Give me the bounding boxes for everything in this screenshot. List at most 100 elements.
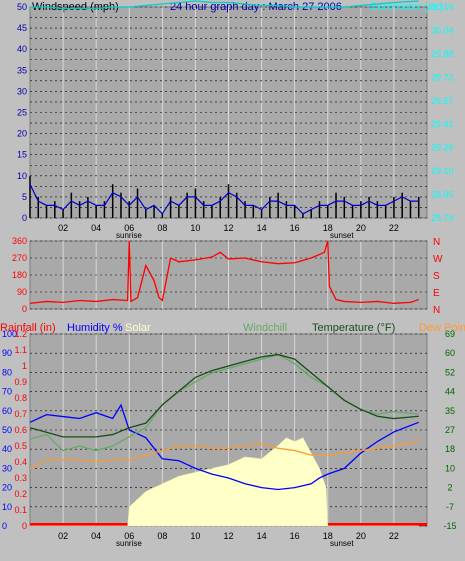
dewpoint-line <box>29 440 419 470</box>
y-tick-label-rain: 0.5 <box>14 441 27 451</box>
x-tick-label-bottom: 20 <box>356 531 366 541</box>
y-tick-label-barometer: 29.57 <box>431 96 454 106</box>
y-tick-label-wind: 50 <box>17 2 27 12</box>
y-tick-label-temperature: 60 <box>445 348 455 358</box>
y-tick-label-degrees: 0 <box>22 304 27 314</box>
solar-area <box>30 437 419 527</box>
legend-rainfall: Rainfall (in) <box>0 322 56 334</box>
y-tick-label-rain: 0.3 <box>14 473 27 483</box>
y-tick-label-humidity: 70 <box>2 387 12 397</box>
y-tick-label-wind: 10 <box>17 171 27 181</box>
x-tick-label-bottom: 12 <box>223 531 233 541</box>
humidity-line <box>29 403 419 491</box>
chart-marks: 0202040406060808101012121414161618182020… <box>2 0 457 541</box>
y-tick-label-degrees: 270 <box>12 253 27 263</box>
y-tick-label-humidity: 50 <box>2 425 12 435</box>
x-tick-label-top: 14 <box>257 223 267 233</box>
y-tick-label-wind: 40 <box>17 44 27 54</box>
y-tick-label-temperature: 18 <box>445 444 455 454</box>
y-tick-label-rain: 0.1 <box>14 505 27 515</box>
y-tick-label-humidity: 100 <box>2 329 17 339</box>
y-tick-label-temperature: 52 <box>445 367 455 377</box>
wind-direction-line <box>29 240 419 304</box>
legend-solar: Solar <box>125 322 151 334</box>
y-tick-label-barometer: 30.04 <box>431 25 454 35</box>
sunset-label-bottom: sunset <box>330 539 354 548</box>
x-tick-label-top: 04 <box>91 223 101 233</box>
y-tick-label-temperature: 27 <box>445 425 455 435</box>
y-tick-label-wind: 5 <box>22 192 27 202</box>
x-tick-label-top: 20 <box>356 223 366 233</box>
x-tick-label-bottom: 10 <box>190 531 200 541</box>
x-tick-label-bottom: 22 <box>389 531 399 541</box>
y-tick-label-barometer: 28.95 <box>431 190 454 200</box>
y-tick-label-degrees: 90 <box>17 287 27 297</box>
y-tick-label-rain: 1 <box>22 361 27 371</box>
y-tick-label-degrees: 180 <box>12 270 27 280</box>
y-tick-label-barometer: 28.79 <box>431 213 454 223</box>
legend-windchill: Windchill <box>243 322 287 334</box>
y-tick-label-rain: 1.2 <box>14 329 27 339</box>
sunrise-label-top: sunrise <box>116 231 142 240</box>
y-tick-label-wind: 45 <box>17 23 27 33</box>
y-tick-label-temperature: 69 <box>445 329 455 339</box>
y-tick-label-rain: 0.2 <box>14 489 27 499</box>
x-tick-label-top: 12 <box>223 223 233 233</box>
y-tick-label-barometer: 29.72 <box>431 72 454 82</box>
y-tick-label-rain: 0.6 <box>14 425 27 435</box>
x-tick-label-bottom: 04 <box>91 531 101 541</box>
y-tick-label-humidity: 80 <box>2 367 12 377</box>
temperature-line <box>29 353 419 438</box>
y-tick-label-barometer: 29.26 <box>431 143 454 153</box>
barometer-line <box>30 0 419 10</box>
y-tick-label-barometer: 29.41 <box>431 119 454 129</box>
y-tick-label-temperature: -7 <box>446 502 454 512</box>
y-tick-label-wind: 30 <box>17 86 27 96</box>
x-tick-label-top: 10 <box>190 223 200 233</box>
sunrise-label-bottom: sunrise <box>116 539 142 548</box>
y-tick-label-compass: N <box>433 237 440 248</box>
y-tick-label-wind: 20 <box>17 129 27 139</box>
y-tick-label-wind: 35 <box>17 65 27 75</box>
x-tick-label-top: 16 <box>290 223 300 233</box>
x-tick-label-bottom: 08 <box>157 531 167 541</box>
y-tick-label-wind: 15 <box>17 150 27 160</box>
y-tick-label-wind: 25 <box>17 108 27 118</box>
legend-humidity: Humidity % <box>67 322 123 334</box>
y-tick-label-rain: 0 <box>22 521 27 531</box>
y-tick-label-rain: 1.1 <box>14 345 27 355</box>
y-tick-label-humidity: 20 <box>2 483 12 493</box>
y-tick-label-temperature: -15 <box>443 521 456 531</box>
x-tick-label-bottom: 02 <box>58 531 68 541</box>
y-tick-label-humidity: 10 <box>2 502 12 512</box>
y-tick-label-humidity: 60 <box>2 406 12 416</box>
x-tick-label-bottom: 18 <box>323 531 333 541</box>
y-tick-label-rain: 0.8 <box>14 393 27 403</box>
y-tick-label-humidity: 90 <box>2 348 12 358</box>
x-tick-label-bottom: 14 <box>257 531 267 541</box>
y-tick-label-temperature: 10 <box>445 463 455 473</box>
y-tick-label-compass: W <box>433 254 443 265</box>
x-tick-label-bottom: 06 <box>124 531 134 541</box>
y-tick-label-temperature: 35 <box>445 406 455 416</box>
y-tick-label-degrees: 360 <box>12 236 27 246</box>
wind_avg-line <box>29 183 419 215</box>
sunset-label-top: sunset <box>330 231 354 240</box>
y-tick-label-humidity: 0 <box>2 521 7 531</box>
x-tick-label-top: 22 <box>389 223 399 233</box>
x-tick-label-top: 06 <box>124 223 134 233</box>
y-tick-label-rain: 0.4 <box>14 457 27 467</box>
y-tick-label-humidity: 30 <box>2 463 12 473</box>
y-tick-label-humidity: 40 <box>2 444 12 454</box>
y-tick-label-wind: 0 <box>22 213 27 223</box>
y-tick-label-compass: E <box>433 288 440 299</box>
y-tick-label-temperature: 2 <box>447 483 452 493</box>
x-tick-label-top: 18 <box>323 223 333 233</box>
y-tick-label-compass: S <box>433 271 440 282</box>
y-tick-label-barometer: 29.10 <box>431 166 454 176</box>
x-tick-label-top: 08 <box>157 223 167 233</box>
y-tick-label-compass: N <box>433 305 440 316</box>
x-tick-label-top: 02 <box>58 223 68 233</box>
